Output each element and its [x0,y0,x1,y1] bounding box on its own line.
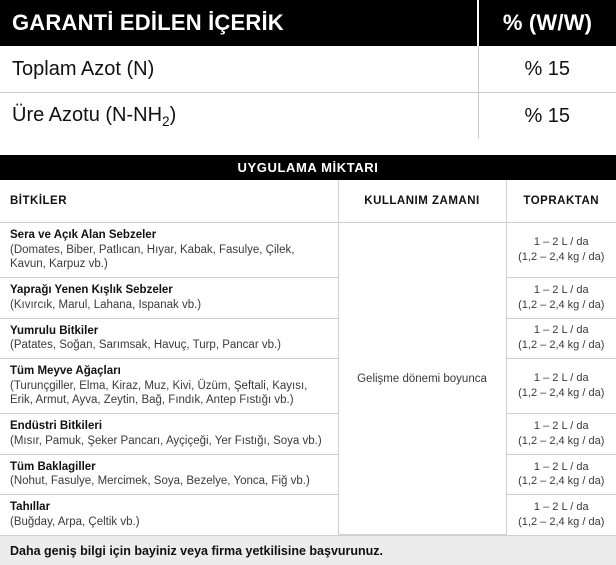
plant-group-cell: Yumrulu Bitkiler (Patates, Soğan, Sarıms… [0,318,339,360]
dose-primary: 1 – 2 L / da [533,284,589,297]
plant-group-examples: (Turunçgiller, Elma, Kiraz, Muz, Kivi, Ü… [10,379,308,407]
dose-cell: 1 – 2 L / da (1,2 – 2,4 kg / da) [506,454,616,496]
dose-primary: 1 – 2 L / da [533,372,589,385]
table-row: Tahıllar (Buğday, Arpa, Çeltik vb.) 1 – … [0,494,616,535]
plant-group-name: Sera ve Açık Alan Sebzeler [10,229,157,241]
plant-group-cell: Endüstri Bitkileri (Mısır, Pamuk, Şeker … [0,413,339,455]
dose-secondary: (1,2 – 2,4 kg / da) [518,434,605,447]
subscript-2: 2 [162,113,170,129]
dose-cell: 1 – 2 L / da (1,2 – 2,4 kg / da) [506,494,616,535]
nutrient-value-total-nitrogen: % 15 [478,46,616,93]
table-row: Yumrulu Bitkiler (Patates, Soğan, Sarıms… [0,318,616,360]
table-row: Toplam Azot (N) % 15 [0,46,616,93]
plant-group-name: Tüm Baklagiller [10,460,96,473]
dose-cell: 1 – 2 L / da (1,2 – 2,4 kg / da) [506,318,616,360]
dose-cell: 1 – 2 L / da (1,2 – 2,4 kg / da) [506,222,616,279]
nutrient-name-urea-nitrogen-prefix: Üre Azotu (N-NH [12,103,163,126]
dose-secondary: (1,2 – 2,4 kg / da) [518,515,605,528]
plant-group-name: Tüm Meyve Ağaçları [10,365,121,378]
dose-primary: 1 – 2 L / da [533,324,589,337]
nutrient-name-urea-nitrogen: Üre Azotu (N-NH2) [0,92,479,139]
table-row: Tüm Baklagiller (Nohut, Fasulye, Mercime… [0,454,616,496]
plant-group-name: Yumrulu Bitkiler [10,324,99,337]
nutrient-name-total-nitrogen: Toplam Azot (N) [0,46,479,93]
guaranteed-content-table: GARANTİ EDİLEN İÇERİK % (W/W) Toplam Azo… [0,0,616,139]
dose-cell: 1 – 2 L / da (1,2 – 2,4 kg / da) [506,358,616,415]
guaranteed-content-header-label: GARANTİ EDİLEN İÇERİK [0,0,479,46]
plant-group-examples: (Kıvırcık, Marul, Lahana, Ispanak vb.) [10,298,202,311]
dose-cell: 1 – 2 L / da (1,2 – 2,4 kg / da) [506,277,616,319]
dose-primary: 1 – 2 L / da [533,460,589,473]
plant-group-cell: Yaprağı Yenen Kışlık Sebzeler (Kıvırcık,… [0,277,339,319]
plant-group-cell: Sera ve Açık Alan Sebzeler (Domates, Bib… [0,222,339,279]
plant-group-cell: Tahıllar (Buğday, Arpa, Çeltik vb.) [0,494,339,535]
plant-group-name: Tahıllar [10,501,51,514]
plant-group-name: Endüstri Bitkileri [10,420,103,433]
plant-group-examples: (Mısır, Pamuk, Şeker Pancarı, Ayçiçeği, … [10,434,322,447]
section-spacer [0,139,616,155]
application-amount-table: BİTKİLER KULLANIM ZAMANI TOPRAKTAN Sera … [0,180,616,535]
nutrient-value-urea-nitrogen: % 15 [478,92,616,139]
dose-primary: 1 – 2 L / da [533,500,589,513]
footer-note: Daha geniş bilgi için bayiniz veya firma… [0,535,616,565]
dose-primary: 1 – 2 L / da [533,420,589,433]
dose-primary: 1 – 2 L / da [533,236,589,249]
column-header-from-soil: TOPRAKTAN [506,180,616,223]
guaranteed-content-percent-header: % (W/W) [478,0,616,46]
table-row: Tüm Meyve Ağaçları (Turunçgiller, Elma, … [0,358,616,415]
plant-group-examples: (Patates, Soğan, Sarımsak, Havuç, Turp, … [10,339,282,352]
application-amount-band-title: UYGULAMA MİKTARI [0,155,616,180]
plant-group-cell: Tüm Baklagiller (Nohut, Fasulye, Mercime… [0,454,339,496]
plant-group-name: Yaprağı Yenen Kışlık Sebzeler [10,284,173,297]
column-header-usage-time: KULLANIM ZAMANI [338,180,507,223]
plant-group-examples: (Domates, Biber, Patlıcan, Hıyar, Kabak,… [10,243,295,271]
dose-secondary: (1,2 – 2,4 kg / da) [518,475,605,488]
plant-group-examples: (Nohut, Fasulye, Mercimek, Soya, Bezelye… [10,475,310,488]
usage-time-cell: Gelişme dönemi boyunca [338,222,507,535]
table-row: Endüstri Bitkileri (Mısır, Pamuk, Şeker … [0,413,616,455]
plant-group-examples: (Buğday, Arpa, Çeltik vb.) [10,515,140,528]
application-table-header-row: BİTKİLER KULLANIM ZAMANI TOPRAKTAN [0,180,616,223]
nutrient-name-urea-nitrogen-suffix: ) [169,103,177,126]
table-row: Yaprağı Yenen Kışlık Sebzeler (Kıvırcık,… [0,277,616,319]
guaranteed-content-header-row: GARANTİ EDİLEN İÇERİK % (W/W) [0,0,616,46]
dose-secondary: (1,2 – 2,4 kg / da) [518,387,605,400]
dose-secondary: (1,2 – 2,4 kg / da) [518,339,605,352]
table-row: Sera ve Açık Alan Sebzeler (Domates, Bib… [0,222,616,535]
dose-secondary: (1,2 – 2,4 kg / da) [518,251,605,264]
dose-cell: 1 – 2 L / da (1,2 – 2,4 kg / da) [506,413,616,455]
dose-secondary: (1,2 – 2,4 kg / da) [518,298,605,311]
plant-group-cell: Tüm Meyve Ağaçları (Turunçgiller, Elma, … [0,358,339,415]
table-row: Üre Azotu (N-NH2) % 15 [0,92,616,139]
column-header-plants: BİTKİLER [0,180,339,223]
